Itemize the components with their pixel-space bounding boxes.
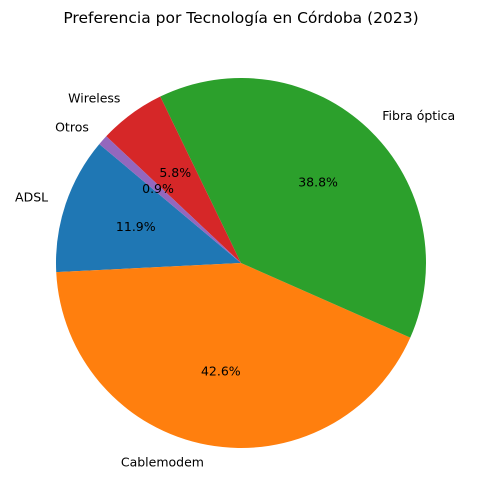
pie-slice-adsl bbox=[55, 144, 241, 273]
pie-slice-otros bbox=[99, 136, 242, 263]
chart-title: Preferencia por Tecnología en Córdoba (2… bbox=[63, 9, 418, 27]
pie-slice-wireless bbox=[106, 96, 241, 263]
slice-label-fibra-optica: Fibra óptica bbox=[382, 108, 455, 123]
pie-slices bbox=[55, 77, 427, 449]
slice-percent-fibra-optica: 38.8% bbox=[298, 175, 338, 190]
slice-percent-adsl: 11.9% bbox=[116, 219, 156, 234]
pie-slice-cablemodem bbox=[56, 263, 411, 449]
pie-slice-fibra-optica bbox=[160, 77, 427, 338]
slice-label-wireless: Wireless bbox=[68, 91, 120, 106]
pie-labels: ADSL 11.9% Cablemodem 42.6% Fibra óptica 38.8… bbox=[15, 91, 455, 470]
slice-label-adsl: ADSL bbox=[15, 190, 48, 205]
slice-percent-wireless: 5.8% bbox=[159, 165, 191, 180]
slice-percent-otros: 0.9% bbox=[142, 181, 174, 196]
slice-label-cablemodem: Cablemodem bbox=[121, 455, 204, 470]
slice-percent-cablemodem: 42.6% bbox=[201, 364, 241, 379]
slice-label-otros: Otros bbox=[55, 119, 89, 134]
